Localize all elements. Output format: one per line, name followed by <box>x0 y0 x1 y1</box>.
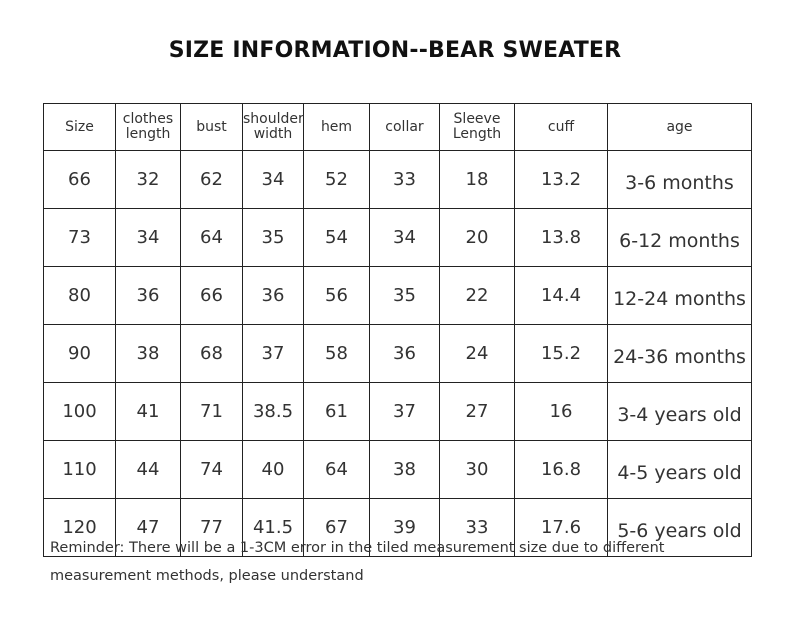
cell-cuff: 13.2 <box>514 150 608 209</box>
cell-collar: 35 <box>369 266 440 325</box>
cell-collar: 36 <box>369 324 440 383</box>
table-header-row: Size clothes length bust shoulder width he… <box>43 103 752 151</box>
cell-age: 24-36 months <box>607 324 752 383</box>
header-age: age <box>607 103 752 151</box>
cell-bust: 68 <box>180 324 243 383</box>
cell-size: 90 <box>43 324 116 383</box>
cell-size: 73 <box>43 208 116 267</box>
cell-shoulder-width: 37 <box>242 324 304 383</box>
table-row: 100 41 71 38.5 61 37 27 16 3-4 years old <box>43 382 752 441</box>
header-collar: collar <box>369 103 440 151</box>
cell-sleeve-length: 27 <box>439 382 515 441</box>
cell-shoulder-width: 35 <box>242 208 304 267</box>
cell-clothes-length: 41 <box>115 382 181 441</box>
cell-clothes-length: 36 <box>115 266 181 325</box>
size-table: Size clothes length bust shoulder width he… <box>43 103 752 557</box>
cell-collar: 37 <box>369 382 440 441</box>
cell-hem: 64 <box>303 440 370 499</box>
header-cuff: cuff <box>514 103 608 151</box>
cell-age: 4-5 years old <box>607 440 752 499</box>
cell-age: 3-4 years old <box>607 382 752 441</box>
header-sleeve-length: Sleeve Length <box>439 103 515 151</box>
cell-shoulder-width: 41.5 <box>242 498 304 557</box>
cell-clothes-length: 44 <box>115 440 181 499</box>
table-row: 80 36 66 36 56 35 22 14.4 12-24 months <box>43 266 752 325</box>
cell-age: 3-6 months <box>607 150 752 209</box>
cell-cuff: 13.8 <box>514 208 608 267</box>
table-row: 73 34 64 35 54 34 20 13.8 6-12 months <box>43 208 752 267</box>
header-bust: bust <box>180 103 243 151</box>
cell-clothes-length: 34 <box>115 208 181 267</box>
reminder-note: Reminder: There will be a 1-3CM error in… <box>50 540 665 584</box>
cell-shoulder-width: 34 <box>242 150 304 209</box>
cell-clothes-length: 32 <box>115 150 181 209</box>
header-shoulder-width: shoulder width <box>242 103 304 151</box>
cell-collar: 34 <box>369 208 440 267</box>
cell-clothes-length: 47 <box>115 498 181 557</box>
cell-sleeve-length: 20 <box>439 208 515 267</box>
cell-cuff: 17.6 <box>514 498 608 557</box>
header-hem: hem <box>303 103 370 151</box>
cell-sleeve-length: 30 <box>439 440 515 499</box>
cell-bust: 74 <box>180 440 243 499</box>
cell-collar: 33 <box>369 150 440 209</box>
table-row: 110 44 74 40 64 38 30 16.8 4-5 years old <box>43 440 752 499</box>
cell-shoulder-width: 36 <box>242 266 304 325</box>
table-row: 90 38 68 37 58 36 24 15.2 24-36 months <box>43 324 752 383</box>
cell-hem: 56 <box>303 266 370 325</box>
table-row: 120 47 77 41.5 67 39 33 17.6 5-6 years o… <box>43 498 752 557</box>
cell-collar: 38 <box>369 440 440 499</box>
cell-sleeve-length: 33 <box>439 498 515 557</box>
cell-cuff: 16.8 <box>514 440 608 499</box>
cell-size: 100 <box>43 382 116 441</box>
cell-cuff: 15.2 <box>514 324 608 383</box>
page-title: SIZE INFORMATION--BEAR SWEATER <box>168 38 622 63</box>
cell-hem: 52 <box>303 150 370 209</box>
header-clothes-length: clothes length <box>115 103 181 151</box>
cell-age: 6-12 months <box>607 208 752 267</box>
cell-size: 66 <box>43 150 116 209</box>
cell-bust: 64 <box>180 208 243 267</box>
cell-sleeve-length: 24 <box>439 324 515 383</box>
cell-size: 110 <box>43 440 116 499</box>
cell-sleeve-length: 18 <box>439 150 515 209</box>
header-size: Size <box>43 103 116 151</box>
cell-hem: 61 <box>303 382 370 441</box>
cell-cuff: 14.4 <box>514 266 608 325</box>
cell-bust: 66 <box>180 266 243 325</box>
cell-size: 120 <box>43 498 116 557</box>
table-row: 66 32 62 34 52 33 18 13.2 3-6 months <box>43 150 752 209</box>
cell-clothes-length: 38 <box>115 324 181 383</box>
cell-hem: 54 <box>303 208 370 267</box>
cell-shoulder-width: 40 <box>242 440 304 499</box>
cell-age: 5-6 years old <box>607 498 752 557</box>
cell-sleeve-length: 22 <box>439 266 515 325</box>
cell-bust: 71 <box>180 382 243 441</box>
cell-bust: 62 <box>180 150 243 209</box>
cell-cuff: 16 <box>514 382 608 441</box>
cell-shoulder-width: 38.5 <box>242 382 304 441</box>
cell-size: 80 <box>43 266 116 325</box>
cell-age: 12-24 months <box>607 266 752 325</box>
cell-hem: 58 <box>303 324 370 383</box>
